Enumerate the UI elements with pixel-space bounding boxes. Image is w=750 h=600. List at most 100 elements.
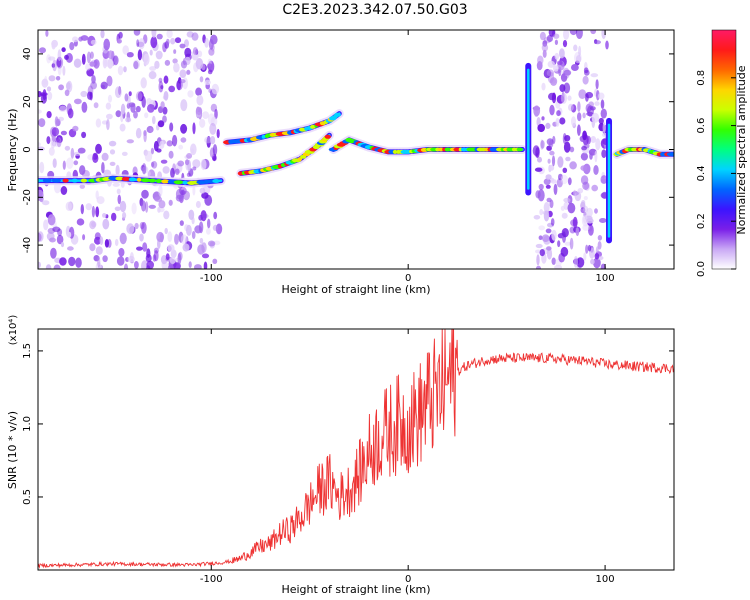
noise-blob: [114, 206, 121, 212]
noise-blob: [539, 209, 544, 216]
noise-blob: [141, 163, 147, 175]
noise-blob: [112, 182, 120, 187]
noise-blob: [121, 151, 128, 156]
noise-blob: [100, 30, 105, 39]
noise-blob: [80, 90, 88, 98]
noise-blob: [41, 79, 48, 85]
noise-blob: [38, 261, 41, 269]
noise-blob: [106, 119, 110, 131]
noise-blob: [203, 261, 208, 269]
noise-blob: [116, 188, 121, 195]
noise-blob: [580, 152, 589, 161]
noise-blob: [565, 156, 571, 162]
noise-blob: [539, 249, 545, 257]
noise-blob: [567, 177, 572, 186]
noise-blob: [90, 39, 97, 45]
noise-blob: [101, 152, 109, 161]
noise-blob: [582, 75, 589, 85]
noise-blob: [180, 123, 188, 134]
noise-blob: [48, 147, 55, 156]
noise-blob: [598, 92, 605, 100]
noise-blob: [558, 173, 563, 181]
noise-blob: [163, 75, 169, 84]
noise-blob: [174, 37, 182, 44]
noise-blob: [588, 101, 594, 108]
noise-blob: [150, 36, 158, 49]
noise-blob: [160, 101, 165, 109]
noise-blob: [206, 136, 211, 148]
noise-blob: [64, 54, 69, 60]
noise-blob: [86, 51, 91, 64]
noise-blob: [550, 179, 557, 184]
noise-blob: [135, 91, 143, 101]
noise-blob: [537, 123, 545, 133]
noise-blob: [123, 263, 129, 269]
noise-blob: [195, 106, 203, 116]
noise-blob: [556, 178, 563, 188]
noise-blob: [47, 214, 56, 226]
noise-blob: [539, 31, 546, 41]
noise-blob: [580, 165, 588, 172]
y-tick-label: -20: [22, 189, 33, 205]
noise-blob: [95, 206, 100, 218]
noise-blob: [207, 240, 216, 247]
noise-blob: [196, 94, 204, 106]
noise-blob: [126, 52, 134, 58]
noise-blob: [42, 200, 50, 206]
noise-blob: [556, 110, 561, 117]
noise-blob: [199, 187, 206, 194]
noise-blob: [41, 78, 49, 88]
noise-blob: [191, 231, 196, 239]
noise-blob: [99, 236, 104, 246]
noise-blob: [147, 170, 151, 177]
noise-blob: [601, 149, 607, 158]
noise-blob: [190, 143, 197, 156]
noise-blob: [550, 218, 555, 226]
noise-blob: [141, 189, 149, 199]
noise-blob: [192, 166, 197, 171]
noise-blob: [46, 54, 51, 64]
noise-blob: [119, 232, 127, 245]
noise-blob: [59, 257, 67, 266]
noise-blob: [538, 235, 543, 240]
noise-blob: [144, 112, 149, 119]
noise-blob: [560, 205, 565, 211]
noise-blob: [89, 243, 96, 252]
noise-blob: [543, 178, 551, 185]
noise-blob: [561, 212, 568, 219]
noise-blob: [39, 161, 45, 174]
noise-blob: [149, 127, 153, 133]
track-blob: [42, 178, 52, 183]
colorbar-tick-label: 0.2: [696, 213, 707, 229]
noise-blob: [182, 243, 190, 252]
noise-blob: [54, 116, 59, 127]
noise-blob: [80, 204, 85, 215]
colorbar-tick-label: 0.4: [696, 165, 707, 181]
noise-blob: [68, 256, 76, 267]
noise-blob: [66, 157, 74, 169]
noise-blob: [559, 117, 566, 125]
track-blob: [203, 179, 210, 184]
noise-blob: [38, 109, 42, 114]
noise-blob: [168, 150, 174, 159]
noise-blob: [195, 58, 204, 70]
noise-blob: [551, 257, 556, 265]
noise-blob: [93, 102, 99, 109]
noise-blob: [65, 201, 73, 211]
noise-blob: [578, 45, 582, 57]
noise-blob: [95, 143, 102, 154]
noise-blob: [192, 185, 196, 196]
noise-blob: [554, 52, 560, 60]
noise-blob: [77, 147, 86, 154]
noise-blob: [130, 252, 134, 262]
noise-blob: [543, 202, 550, 213]
snr-y-ticks: 0.5 1.0 1.5: [22, 343, 674, 505]
noise-blob: [154, 60, 160, 69]
noise-blob: [134, 261, 139, 269]
noise-blob: [39, 47, 46, 54]
x-tick-label: -100: [200, 574, 223, 585]
noise-blob: [194, 264, 202, 269]
noise-blob: [149, 66, 157, 71]
noise-blob: [151, 161, 158, 169]
noise-blob: [133, 110, 138, 119]
